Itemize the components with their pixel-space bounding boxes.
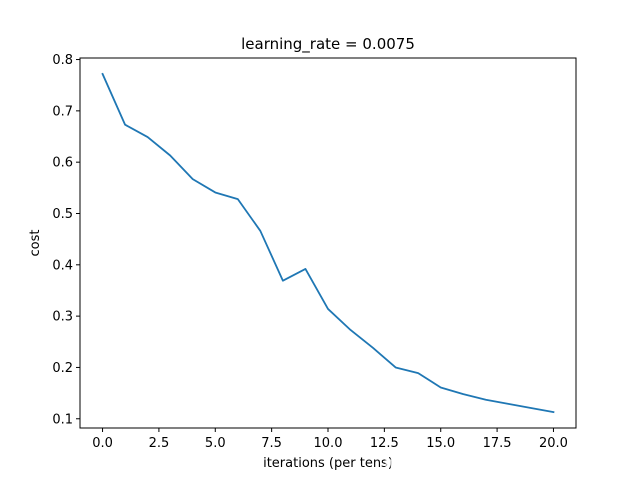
- y-tick-label: 0.7: [52, 104, 73, 119]
- y-tick-label: 0.4: [52, 258, 73, 273]
- x-tick-label: 5.0: [205, 436, 226, 451]
- y-tick-label: 0.8: [52, 53, 73, 68]
- x-tick-label: 12.5: [370, 436, 399, 451]
- chart-title: learning_rate = 0.0075: [241, 35, 415, 54]
- y-tick-label: 0.2: [52, 361, 73, 376]
- y-axis: 0.1 0.2 0.3 0.4 0.5 0.6 0.7 0.8: [52, 53, 80, 427]
- x-tick-label: 10.0: [314, 436, 343, 451]
- x-tick-label: 15.0: [426, 436, 455, 451]
- x-axis: 0.0 2.5 5.0 7.5 10.0 12.5 15.0 17.5 20.0: [92, 428, 568, 451]
- watermark-text: https://blog.csdn.net/qq_43734019: [384, 455, 630, 471]
- y-tick-label: 0.5: [52, 207, 73, 222]
- x-tick-label: 7.5: [261, 436, 282, 451]
- x-tick-label: 2.5: [149, 436, 170, 451]
- x-tick-label: 20.0: [539, 436, 568, 451]
- x-tick-label: 17.5: [483, 436, 512, 451]
- y-tick-label: 0.6: [52, 156, 73, 171]
- y-tick-label: 0.1: [52, 412, 73, 427]
- y-tick-label: 0.3: [52, 310, 73, 325]
- x-axis-label: iterations (per tens): [263, 456, 393, 471]
- y-axis-label: cost: [28, 230, 43, 257]
- x-tick-label: 0.0: [92, 436, 113, 451]
